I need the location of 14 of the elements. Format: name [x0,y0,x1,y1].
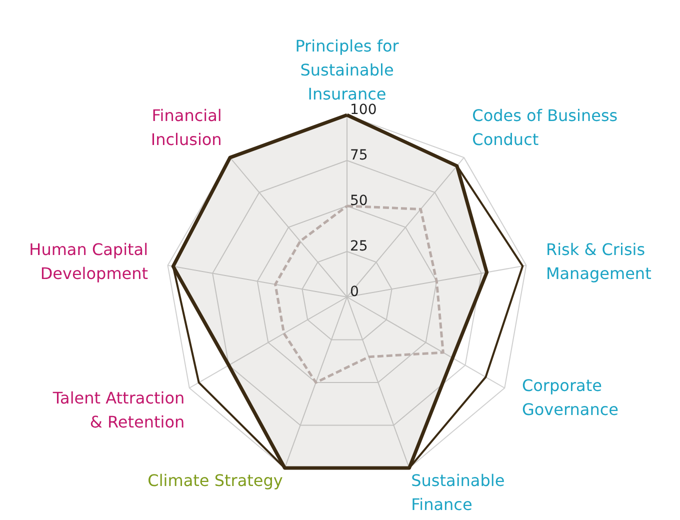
y-tick-label: 25 [350,238,368,254]
y-tick-label: 100 [350,102,377,118]
y-tick-label: 50 [350,193,368,209]
spoke-label: Human Capital Development [29,240,148,283]
y-tick-label: 0 [350,284,359,300]
spoke-label: Financial Inclusion [150,106,222,149]
spoke-label: Risk & Crisis Management [546,240,652,283]
spoke-label: Climate Strategy [148,471,283,490]
spoke-label: Corporate Governance [522,376,618,420]
spoke-label: Sustainable Finance [411,471,505,514]
spoke-label: Codes of Business Conduct [472,106,618,149]
spoke-label: Talent Attraction & Retention [52,388,185,432]
y-tick-label: 75 [350,148,368,164]
spoke-label: Principles for Sustainable Insurance [295,36,400,104]
